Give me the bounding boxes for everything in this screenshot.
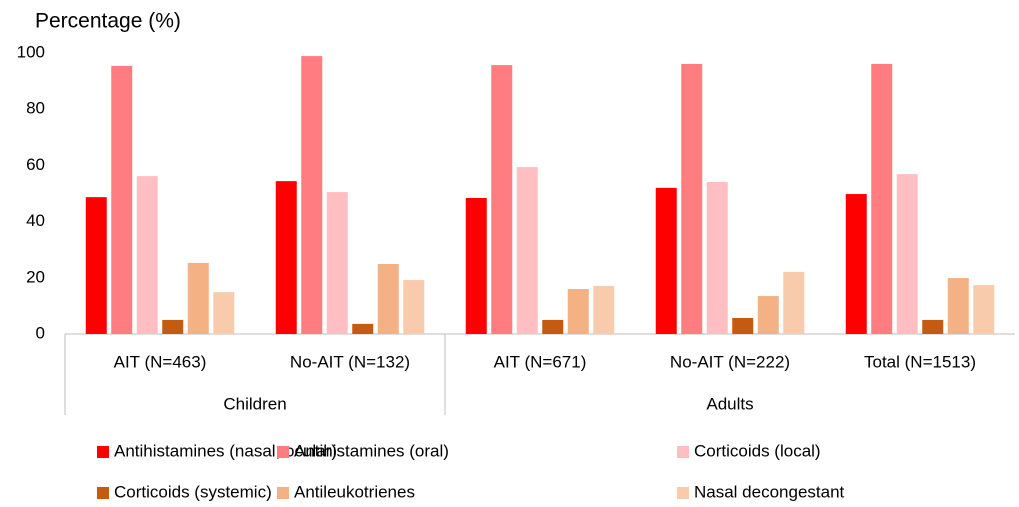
bar	[567, 289, 589, 334]
y-tick-label: 20	[26, 267, 45, 286]
bar	[465, 197, 487, 334]
bar	[542, 319, 564, 334]
group-label: Adults	[706, 394, 753, 413]
x-tick-label: No-AIT (N=222)	[670, 352, 790, 371]
legend-swatch	[97, 487, 109, 499]
bar	[706, 181, 728, 334]
bar	[681, 63, 703, 335]
bar	[162, 319, 184, 334]
x-tick-label: AIT (N=463)	[114, 352, 207, 371]
bar	[783, 271, 805, 334]
bar	[85, 197, 107, 334]
bar	[301, 56, 323, 334]
bar	[377, 264, 399, 334]
legend-swatch	[677, 487, 689, 499]
y-tick-label: 100	[17, 42, 45, 61]
bar	[136, 176, 158, 334]
y-tick-label: 0	[36, 323, 45, 342]
bar	[352, 323, 374, 334]
bar	[896, 174, 918, 334]
legend-label: Corticoids (systemic)	[114, 482, 272, 501]
bar	[516, 167, 538, 334]
bar	[403, 280, 425, 334]
bar	[275, 181, 297, 334]
bar	[111, 65, 133, 335]
legend-label: Antihistamines (oral)	[294, 441, 449, 460]
group-label: Children	[223, 394, 286, 413]
legend-swatch	[277, 446, 289, 458]
legend-label: Nasal decongestant	[694, 482, 845, 501]
y-axis-title: Percentage (%)	[35, 10, 181, 33]
y-tick-label: 80	[26, 99, 45, 118]
y-tick-label: 60	[26, 155, 45, 174]
legend-swatch	[277, 487, 289, 499]
bar	[213, 292, 235, 334]
bar	[973, 285, 995, 334]
bar	[757, 296, 779, 334]
y-tick-label: 40	[26, 211, 45, 230]
x-tick-label: AIT (N=671)	[494, 352, 587, 371]
legend-label: Antileukotrienes	[294, 482, 415, 501]
bar	[732, 317, 754, 334]
x-tick-label: No-AIT (N=132)	[290, 352, 410, 371]
bar	[187, 262, 209, 334]
bar	[655, 187, 677, 334]
legend-swatch	[677, 446, 689, 458]
legend-label: Corticoids (local)	[694, 441, 821, 460]
bar	[845, 194, 867, 334]
bar	[593, 285, 615, 334]
bar	[922, 319, 944, 334]
legend-swatch	[97, 446, 109, 458]
bar	[871, 63, 893, 335]
bar	[491, 65, 513, 334]
bar	[947, 278, 969, 334]
x-tick-label: Total (N=1513)	[864, 352, 976, 371]
bar	[326, 192, 348, 334]
